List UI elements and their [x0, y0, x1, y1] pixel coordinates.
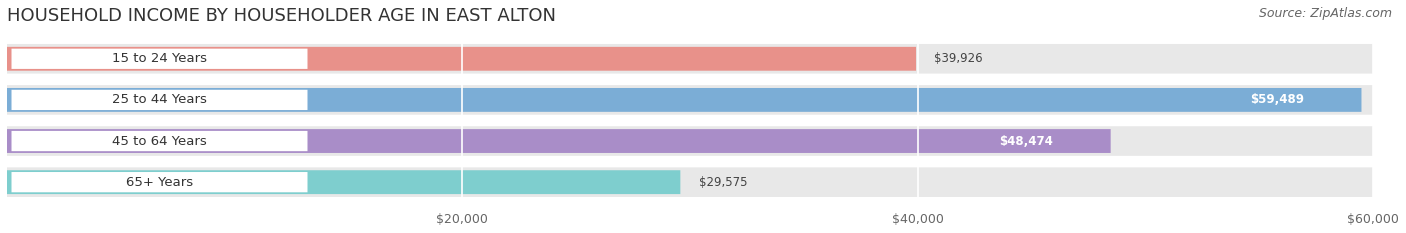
Text: 25 to 44 Years: 25 to 44 Years: [112, 93, 207, 106]
FancyBboxPatch shape: [7, 170, 681, 194]
Text: 15 to 24 Years: 15 to 24 Years: [112, 52, 207, 65]
FancyBboxPatch shape: [1198, 91, 1357, 109]
Text: 65+ Years: 65+ Years: [127, 176, 193, 189]
Text: $39,926: $39,926: [934, 52, 983, 65]
FancyBboxPatch shape: [7, 47, 917, 71]
FancyBboxPatch shape: [7, 167, 1374, 197]
FancyBboxPatch shape: [7, 85, 1374, 115]
Text: $59,489: $59,489: [1250, 93, 1305, 106]
FancyBboxPatch shape: [11, 90, 308, 110]
Text: Source: ZipAtlas.com: Source: ZipAtlas.com: [1258, 7, 1392, 20]
FancyBboxPatch shape: [946, 132, 1107, 150]
FancyBboxPatch shape: [11, 131, 308, 151]
Text: $48,474: $48,474: [1000, 134, 1053, 147]
FancyBboxPatch shape: [7, 88, 1361, 112]
Text: 45 to 64 Years: 45 to 64 Years: [112, 134, 207, 147]
FancyBboxPatch shape: [7, 129, 1111, 153]
FancyBboxPatch shape: [7, 44, 1374, 74]
Text: HOUSEHOLD INCOME BY HOUSEHOLDER AGE IN EAST ALTON: HOUSEHOLD INCOME BY HOUSEHOLDER AGE IN E…: [7, 7, 555, 25]
FancyBboxPatch shape: [11, 172, 308, 192]
Text: $29,575: $29,575: [699, 176, 747, 189]
FancyBboxPatch shape: [11, 49, 308, 69]
FancyBboxPatch shape: [7, 126, 1374, 156]
